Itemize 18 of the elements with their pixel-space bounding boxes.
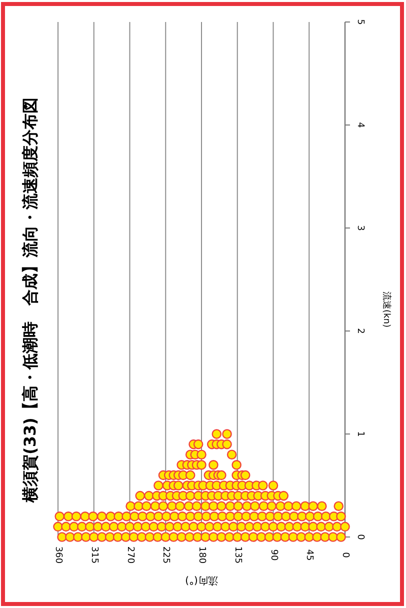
- x-tick-label: 315: [88, 546, 99, 564]
- y-tick-label: 0: [355, 534, 365, 540]
- y-tick-label: 4: [355, 122, 365, 128]
- x-tick-label: 270: [124, 546, 135, 564]
- x-axis-title: 流向(°): [185, 574, 218, 586]
- x-tick-label: 0: [340, 552, 350, 558]
- x-tick-label: 180: [196, 546, 206, 564]
- y-tick-label: 3: [355, 225, 365, 231]
- x-tick-label: 360: [53, 546, 63, 564]
- x-tick-label: 225: [160, 546, 171, 564]
- x-tick-label: 90: [268, 549, 278, 561]
- text: 横須賀(33)【高・低潮時 合成】流向・流速頻度分布図: [20, 98, 40, 504]
- x-tick-label: 135: [232, 546, 242, 564]
- y-tick-label: 1: [355, 431, 365, 437]
- x-tick-label: 45: [304, 549, 314, 561]
- y-tick-label: 5: [355, 19, 365, 25]
- y-axis-title: 流速(kn): [381, 292, 392, 328]
- y-tick-label: 2: [355, 328, 365, 334]
